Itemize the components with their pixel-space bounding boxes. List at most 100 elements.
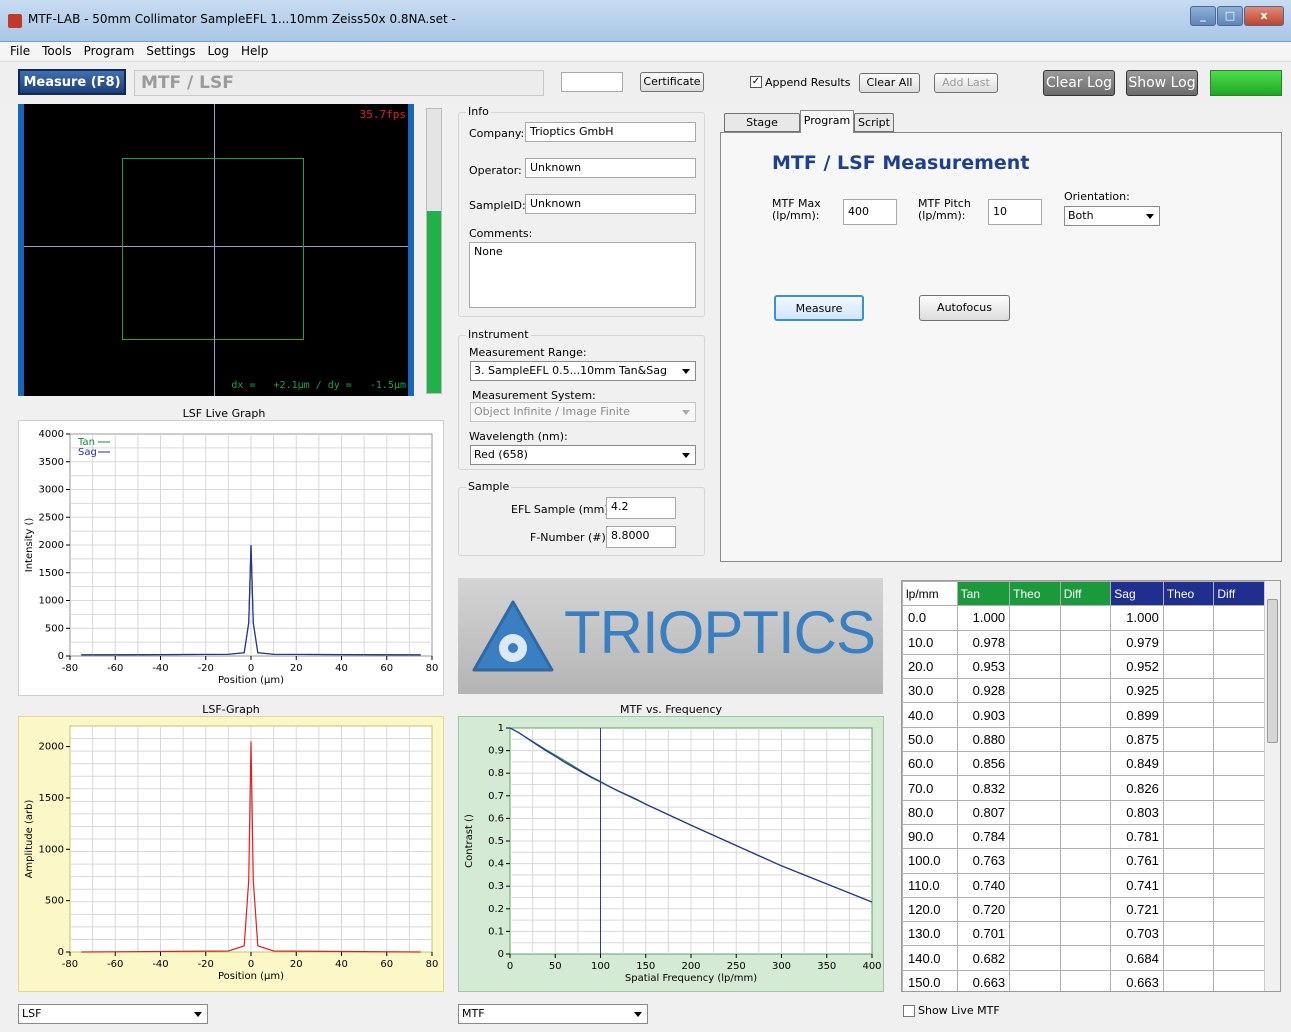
menu-tools[interactable]: Tools: [42, 44, 72, 58]
table-cell: [1059, 823, 1112, 850]
mtf-max-input[interactable]: 400: [843, 199, 897, 225]
table-row[interactable]: 10.0 0.978 0.979: [902, 629, 1265, 655]
table-row[interactable]: 90.0 0.784 0.781: [902, 823, 1265, 850]
table-cell: [1009, 945, 1061, 971]
table-cell: [1009, 823, 1061, 850]
scrollbar-thumb[interactable]: [1267, 599, 1278, 743]
table-cell: 0.684: [1110, 945, 1164, 971]
instrument-group-label: Instrument: [466, 328, 531, 341]
table-cell: [1162, 921, 1215, 947]
y-tick-label: 2000: [39, 540, 64, 551]
company-input[interactable]: Trioptics GmbH: [525, 122, 696, 142]
table-cell: [1059, 653, 1112, 680]
table-row[interactable]: 20.0 0.953 0.952: [902, 653, 1265, 680]
tab-program[interactable]: Program: [800, 110, 854, 133]
x-tick-label: 250: [727, 961, 746, 972]
close-button[interactable]: x: [1244, 6, 1284, 26]
col-sag[interactable]: Sag: [1110, 581, 1164, 607]
measurement-system-label: Measurement System:: [472, 389, 596, 402]
measure-f8-button[interactable]: Measure (F8): [18, 69, 126, 95]
sample-id-input[interactable]: Unknown: [525, 194, 696, 214]
table-cell: [1009, 799, 1061, 825]
table-row[interactable]: 70.0 0.832 0.826: [902, 775, 1265, 801]
col-tan-theo[interactable]: Theo: [1009, 581, 1061, 607]
mtf-pitch-label: MTF Pitch (lp/mm):: [918, 197, 971, 222]
table-row[interactable]: 140.0 0.682 0.684: [902, 945, 1265, 971]
table-scrollbar[interactable]: [1264, 581, 1280, 991]
measurement-range-select[interactable]: 3. SampleEFL 0.5...10mm Tan&Sag: [470, 361, 696, 381]
f-number-input[interactable]: 8.8000: [606, 526, 676, 548]
table-cell: [1162, 629, 1215, 655]
title-bar: MTF-LAB - 50mm Collimator SampleEFL 1...…: [0, 0, 1291, 42]
y-tick-label: 2500: [39, 512, 64, 523]
table-cell: [1162, 775, 1215, 801]
menu-log[interactable]: Log: [207, 44, 229, 58]
menu-settings[interactable]: Settings: [146, 44, 196, 58]
col-sag-diff[interactable]: Diff: [1213, 581, 1265, 607]
show-live-mtf-checkbox[interactable]: [903, 1005, 915, 1017]
x-tick-label: 350: [817, 961, 836, 972]
table-row[interactable]: 0.0 1.000 1.000: [902, 605, 1265, 631]
y-tick-label: 3000: [39, 485, 64, 496]
table-cell: 0.807: [956, 799, 1011, 825]
append-results-checkbox[interactable]: ✓: [750, 76, 762, 88]
menu-file[interactable]: File: [10, 44, 31, 58]
table-row[interactable]: 100.0 0.763 0.761: [902, 848, 1265, 874]
col-sag-theo[interactable]: Theo: [1162, 581, 1215, 607]
mtf-graph: 0 50 100 150 200 250 300 350 400 1 0.9 0.8 0.7 0.6 0.5…: [464, 723, 882, 984]
mtf-select[interactable]: MTF: [458, 1004, 648, 1024]
table-row[interactable]: 120.0 0.720 0.721: [902, 896, 1265, 923]
legend-sag: Sag: [78, 447, 97, 458]
table-row[interactable]: 80.0 0.807 0.803: [902, 799, 1265, 825]
y-tick-label: 0.3: [488, 881, 504, 892]
table-row[interactable]: 40.0 0.903 0.899: [902, 702, 1265, 728]
clear-all-button[interactable]: Clear All: [859, 73, 920, 93]
tab-script[interactable]: Script: [854, 113, 894, 132]
y-tick-label: 0.6: [488, 813, 504, 824]
mtf-pitch-input[interactable]: 10: [988, 199, 1042, 225]
mode-display: MTF / LSF: [134, 70, 544, 96]
table-row[interactable]: 110.0 0.740 0.741: [902, 872, 1265, 898]
col-tan[interactable]: Tan: [956, 581, 1011, 607]
x-tick-label: 400: [862, 961, 881, 972]
minimize-button[interactable]: _: [1190, 6, 1216, 26]
operator-input[interactable]: Unknown: [525, 158, 696, 178]
lsf-select[interactable]: LSF: [18, 1004, 208, 1024]
wavelength-select[interactable]: Red (658): [470, 445, 696, 465]
table-cell: [1059, 799, 1112, 825]
crosshair-horizontal: [24, 246, 408, 247]
table-cell: 0.741: [1110, 872, 1164, 898]
certificate-button[interactable]: Certificate: [640, 72, 704, 92]
table-cell: [1009, 751, 1061, 777]
table-cell: 0.663: [956, 969, 1011, 991]
table-cell: 0.803: [1110, 799, 1164, 825]
orientation-select[interactable]: Both: [1064, 206, 1160, 226]
program-measure-button[interactable]: Measure: [774, 295, 864, 321]
add-last-button[interactable]: Add Last: [934, 73, 998, 93]
col-tan-diff[interactable]: Diff: [1059, 581, 1112, 607]
roi-box[interactable]: [122, 158, 304, 340]
col-lpmm[interactable]: lp/mm: [902, 581, 958, 607]
table-cell: 10.0: [902, 629, 958, 655]
menu-help[interactable]: Help: [240, 44, 269, 58]
mtf-graph-title: MTF vs. Frequency: [619, 703, 723, 716]
table-cell: 0.953: [956, 653, 1011, 680]
camera-view[interactable]: 35.7fps dx = +2.1µm / dy = -1.5µm: [18, 104, 414, 396]
table-row[interactable]: 150.0 0.663 0.663: [902, 969, 1265, 991]
table-cell: [1059, 969, 1112, 991]
tab-stage-control[interactable]: Stage Control: [724, 113, 800, 146]
table-row[interactable]: 60.0 0.856 0.849: [902, 751, 1265, 777]
clear-log-button[interactable]: Clear Log: [1043, 70, 1115, 96]
maximize-button[interactable]: □: [1217, 6, 1243, 26]
autofocus-button[interactable]: Autofocus: [919, 295, 1010, 321]
table-row[interactable]: 50.0 0.880 0.875: [902, 726, 1265, 753]
menu-program[interactable]: Program: [83, 44, 135, 58]
table-row[interactable]: 30.0 0.928 0.925: [902, 678, 1265, 704]
comments-input[interactable]: None: [469, 242, 696, 308]
show-log-button[interactable]: Show Log: [1126, 70, 1198, 96]
table-row[interactable]: 130.0 0.701 0.703: [902, 921, 1265, 947]
efl-sample-input[interactable]: 4.2: [606, 497, 676, 519]
table-cell: [1213, 678, 1265, 704]
table-cell: [1009, 653, 1061, 680]
wavelength-value: Red (658): [474, 448, 528, 461]
